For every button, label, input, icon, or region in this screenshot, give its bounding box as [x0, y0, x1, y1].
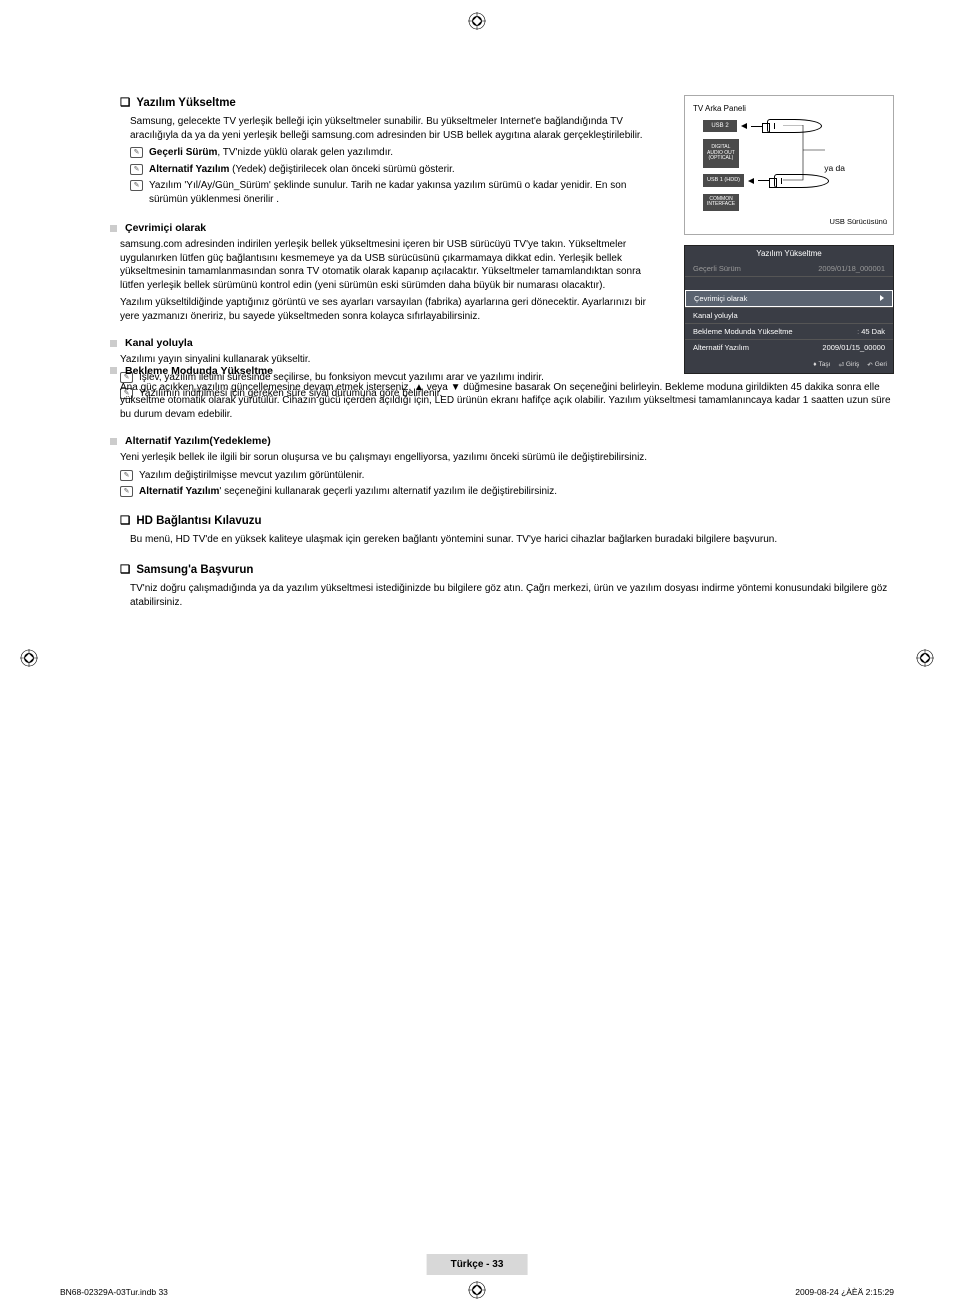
side-column: TV Arka Paneli USB 2 DIGITAL AUDIO OUT (…: [684, 95, 894, 415]
bullet-icon: ❏: [120, 97, 130, 109]
arrow-icon: [741, 123, 747, 129]
subsection-title-online: Çevrimiçi olarak: [110, 222, 664, 234]
body-text: Ana güç açıkken yazılım güncellemesine d…: [120, 381, 894, 422]
note-text: Yazılım 'Yıl/Ay/Gün_Sürüm' şeklinde sunu…: [149, 179, 664, 206]
note-icon: ✎: [120, 486, 133, 497]
section-title-hd-guide: ❏HD Bağlantısı Kılavuzu: [120, 513, 894, 527]
updown-icon: ♦: [813, 361, 816, 368]
square-bullet-icon: [110, 438, 117, 445]
square-bullet-icon: [110, 367, 117, 374]
footer-right-timestamp: 2009-08-24 ¿ÀÈÄ 2:15:29: [795, 1287, 894, 1297]
menu-row-standby[interactable]: Bekleme Modunda Yükseltme : 45 Dak: [685, 323, 893, 339]
menu-row-alternative[interactable]: Alternatif Yazılım 2009/01/15_00000: [685, 339, 893, 355]
bullet-icon: ❏: [120, 515, 130, 527]
square-bullet-icon: [110, 225, 117, 232]
arrow-right-icon: [880, 295, 884, 301]
note-icon: ✎: [120, 470, 133, 481]
menu-header: Yazılım Yükseltme: [685, 246, 893, 261]
yada-label: ya da: [824, 163, 845, 173]
section-title-contact-samsung: ❏Samsung'a Başvurun: [120, 562, 894, 576]
note-icon: ✎: [130, 164, 143, 175]
port-usb1-hdd: USB 1 (HDD): [703, 174, 744, 186]
port-digital-audio: DIGITAL AUDIO OUT (OPTICAL): [703, 139, 739, 168]
intro-text: Samsung, gelecekte TV yerleşik belleği i…: [130, 115, 664, 142]
section-title-software-upgrade: ❏Yazılım Yükseltme: [120, 95, 664, 109]
subsection-title-channel: Kanal yoluyla: [110, 337, 664, 349]
body-text: Yeni yerleşik bellek ile ilgili bir soru…: [120, 451, 894, 465]
body-text: Bu menü, HD TV'de en yüksek kaliteye ula…: [130, 533, 894, 547]
usb-drive-label: USB Sürücüsünü: [693, 217, 887, 226]
tv-back-panel-diagram: TV Arka Paneli USB 2 DIGITAL AUDIO OUT (…: [684, 95, 894, 235]
enter-icon: ⏎: [838, 361, 843, 369]
note-text: Alternatif Yazılım' seçeneğini kullanara…: [139, 485, 557, 499]
menu-row-online[interactable]: Çevrimiçi olarak: [685, 290, 893, 307]
diagram-title: TV Arka Paneli: [693, 104, 887, 113]
menu-row-current-version: Geçerli Sürüm 2009/01/18_000001: [685, 261, 893, 276]
body-text: samsung.com adresinden indirilen yerleşi…: [120, 238, 664, 292]
square-bullet-icon: [110, 340, 117, 347]
body-text: TV'niz doğru çalışmadığında ya da yazılı…: [130, 582, 894, 609]
subsection-title-alternative-backup: Alternatif Yazılım(Yedekleme): [110, 435, 894, 447]
return-icon: ↶: [867, 361, 872, 369]
software-upgrade-menu: Yazılım Yükseltme Geçerli Sürüm 2009/01/…: [684, 245, 894, 374]
note-icon: ✎: [130, 180, 143, 191]
footer-left-filename: BN68-02329A-03Tur.indb 33: [60, 1287, 168, 1297]
note-icon: ✎: [130, 147, 143, 158]
menu-row-channel[interactable]: Kanal yoluyla: [685, 307, 893, 323]
page-number-footer: Türkçe - 33: [427, 1254, 528, 1275]
port-common-interface: COMMON INTERFACE: [703, 194, 739, 211]
note-text: Yazılım değiştirilmişse mevcut yazılım g…: [139, 469, 364, 483]
note-text: Geçerli Sürüm, TV'nizde yüklü olarak gel…: [149, 146, 393, 160]
bullet-icon: ❏: [120, 564, 130, 576]
body-text: Yazılım yükseltildiğinde yaptığınız görü…: [120, 296, 664, 323]
note-text: Alternatif Yazılım (Yedek) değiştirilece…: [149, 163, 455, 177]
print-footer-line: BN68-02329A-03Tur.indb 33 2009-08-24 ¿ÀÈ…: [60, 1287, 894, 1297]
menu-footer: ♦ Taşı ⏎ Giriş ↶ Geri: [685, 355, 893, 373]
usb-device-icon: [767, 119, 822, 133]
arrow-icon: [748, 178, 754, 184]
usb-device-icon: [774, 174, 829, 188]
port-usb2: USB 2: [703, 120, 737, 133]
